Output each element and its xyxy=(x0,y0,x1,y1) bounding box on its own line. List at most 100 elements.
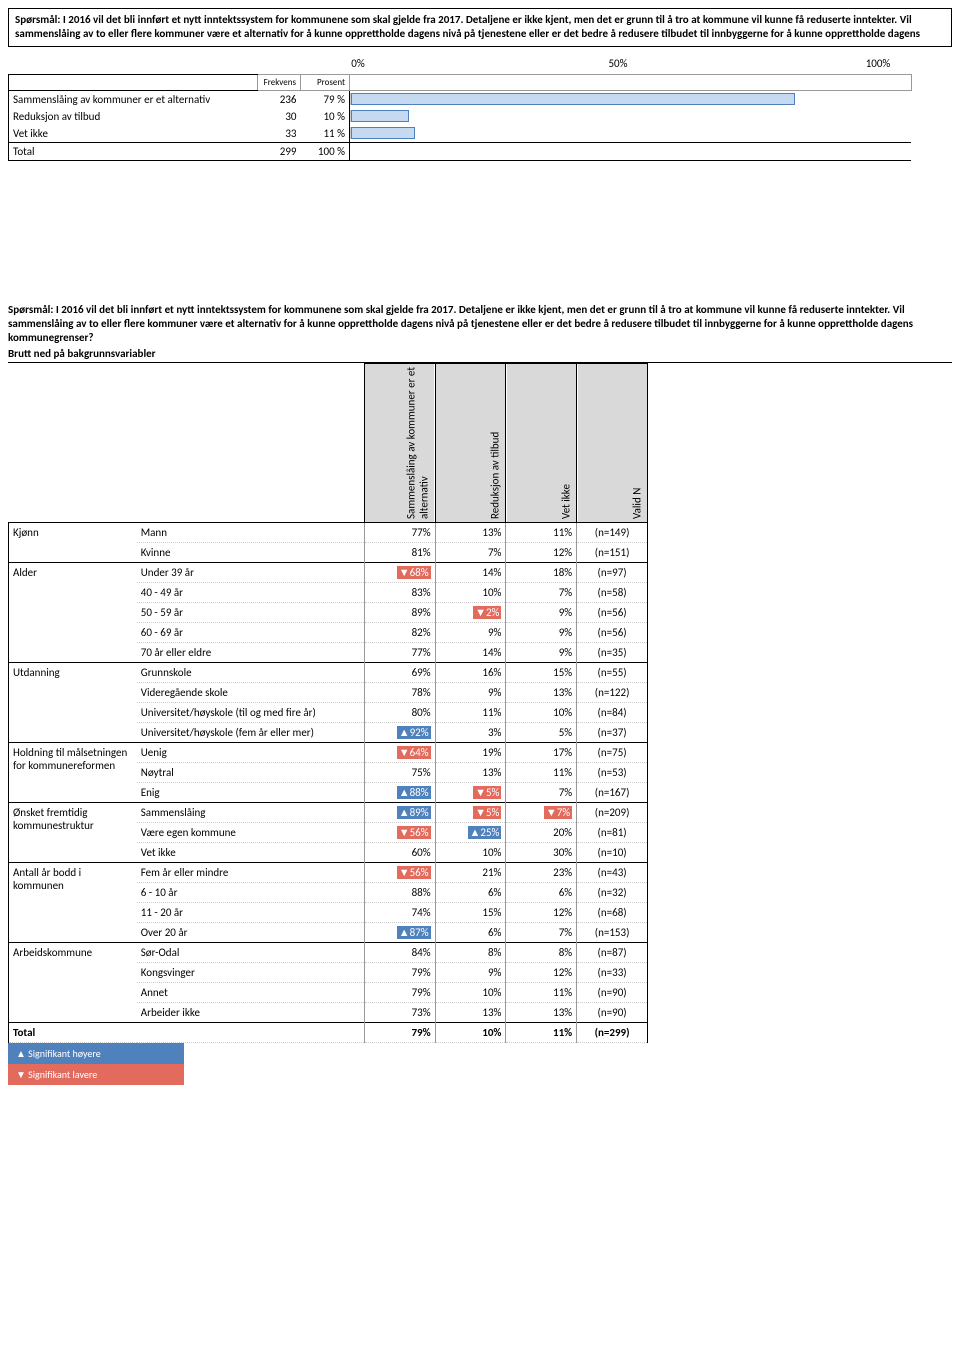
cell-validn: (n=153) xyxy=(577,923,648,943)
cell-val: 10% xyxy=(435,843,506,863)
cell-validn: (n=10) xyxy=(577,843,648,863)
cell-validn: (n=209) xyxy=(577,803,648,823)
category-label: Sør-Odal xyxy=(137,943,365,963)
group-label: Alder xyxy=(9,563,137,663)
category-label: Annet xyxy=(137,983,365,1003)
cell-val: ▼5% xyxy=(435,783,506,803)
col-header-reduksjon: Reduksjon av tilbud xyxy=(435,364,506,523)
cell-val: 17% xyxy=(506,743,577,763)
cell-val: 77% xyxy=(364,523,435,543)
legend: ▲ Signifikant høyere ▼ Signifikant laver… xyxy=(8,1043,952,1085)
cell-validn: (n=90) xyxy=(577,1003,648,1023)
cell-val: ▲89% xyxy=(364,803,435,823)
cell-validn: (n=56) xyxy=(577,623,648,643)
row-freq: 299 xyxy=(258,142,301,160)
category-label: Universitet/høyskole (til og med fire år… xyxy=(137,703,365,723)
cell-val: 10% xyxy=(506,703,577,723)
category-label: Uenig xyxy=(137,743,365,763)
category-label: Arbeider ikke xyxy=(137,1003,365,1023)
cell-val: ▲25% xyxy=(435,823,506,843)
table-row: UtdanningGrunnskole69%16%15%(n=55) xyxy=(9,663,648,683)
cell-val: 82% xyxy=(364,623,435,643)
cell-val: ▼2% xyxy=(435,603,506,623)
cell-val: 23% xyxy=(506,863,577,883)
row-bar xyxy=(350,90,912,108)
cell-val: 13% xyxy=(435,1003,506,1023)
cell-val: 9% xyxy=(435,683,506,703)
axis-tick: 50% xyxy=(598,57,638,70)
category-label: 50 - 59 år xyxy=(137,603,365,623)
cell-val: 7% xyxy=(506,923,577,943)
cell-val: 81% xyxy=(364,543,435,563)
question-text-2: Spørsmål: I 2016 vil det bli innført et … xyxy=(8,301,952,348)
cell-val: 19% xyxy=(435,743,506,763)
group-label: Holdning til målsetningen for kommuneref… xyxy=(9,743,137,803)
row-pct: 100 % xyxy=(301,142,350,160)
row-bar xyxy=(350,108,912,125)
cell-val: 74% xyxy=(364,903,435,923)
category-label: 6 - 10 år xyxy=(137,883,365,903)
table-row: Holdning til målsetningen for kommuneref… xyxy=(9,743,648,763)
cell-val: 5% xyxy=(506,723,577,743)
chart-axis: 0% 50% 100% xyxy=(338,57,898,70)
cell-val: 12% xyxy=(506,543,577,563)
cell-val: 15% xyxy=(506,663,577,683)
col-header-sammenslaing: Sammenslåing av kommuner er et alternati… xyxy=(364,364,435,523)
cell-val: 88% xyxy=(364,883,435,903)
total-val: 11% xyxy=(506,1023,577,1043)
col-header-frekvens: Frekvens xyxy=(258,74,301,90)
cell-validn: (n=75) xyxy=(577,743,648,763)
category-label: Enig xyxy=(137,783,365,803)
total-label: Total xyxy=(9,1023,365,1043)
cell-validn: (n=58) xyxy=(577,583,648,603)
crosstab-table: Sammenslåing av kommuner er et alternati… xyxy=(8,363,648,1043)
group-label: Ønsket fremtidig kommunestruktur xyxy=(9,803,137,863)
category-label: Under 39 år xyxy=(137,563,365,583)
table-row: Total299100 % xyxy=(9,142,912,160)
cell-val: 8% xyxy=(506,943,577,963)
category-label: 11 - 20 år xyxy=(137,903,365,923)
question-box-1: Spørsmål: I 2016 vil det bli innført et … xyxy=(8,8,952,47)
category-label: Universitet/høyskole (fem år eller mer) xyxy=(137,723,365,743)
cell-validn: (n=35) xyxy=(577,643,648,663)
table-row: KjønnMann77%13%11%(n=149) xyxy=(9,523,648,543)
cell-val: 13% xyxy=(435,523,506,543)
cell-validn: (n=55) xyxy=(577,663,648,683)
cell-val: 15% xyxy=(435,903,506,923)
category-label: Grunnskole xyxy=(137,663,365,683)
group-label: Arbeidskommune xyxy=(9,943,137,1023)
cell-validn: (n=43) xyxy=(577,863,648,883)
col-header-prosent: Prosent xyxy=(301,74,350,90)
cell-val: 79% xyxy=(364,963,435,983)
axis-tick: 100% xyxy=(858,57,898,70)
cell-val: 83% xyxy=(364,583,435,603)
cell-val: 6% xyxy=(435,923,506,943)
category-label: 70 år eller eldre xyxy=(137,643,365,663)
cell-validn: (n=90) xyxy=(577,983,648,1003)
cell-val: 13% xyxy=(435,763,506,783)
row-pct: 10 % xyxy=(301,108,350,125)
group-label: Utdanning xyxy=(9,663,137,743)
row-pct: 79 % xyxy=(301,90,350,108)
category-label: Fem år eller mindre xyxy=(137,863,365,883)
cell-validn: (n=84) xyxy=(577,703,648,723)
cell-val: 7% xyxy=(506,583,577,603)
row-freq: 33 xyxy=(258,125,301,143)
legend-down: ▼ Signifikant lavere xyxy=(8,1064,184,1085)
cell-val: 7% xyxy=(506,783,577,803)
row-bar xyxy=(350,142,912,160)
row-label: Sammenslåing av kommuner er et alternati… xyxy=(9,90,258,108)
cell-validn: (n=97) xyxy=(577,563,648,583)
question-subtitle: Brutt ned på bakgrunnsvariabler xyxy=(8,347,952,363)
table-row: Sammenslåing av kommuner er et alternati… xyxy=(9,90,912,108)
category-label: Sammenslåing xyxy=(137,803,365,823)
cell-val: ▼68% xyxy=(364,563,435,583)
cell-val: 9% xyxy=(435,623,506,643)
cell-val: ▼7% xyxy=(506,803,577,823)
row-pct: 11 % xyxy=(301,125,350,143)
cell-val: 14% xyxy=(435,643,506,663)
category-label: Nøytral xyxy=(137,763,365,783)
cell-val: 9% xyxy=(435,963,506,983)
cell-validn: (n=32) xyxy=(577,883,648,903)
category-label: Mann xyxy=(137,523,365,543)
